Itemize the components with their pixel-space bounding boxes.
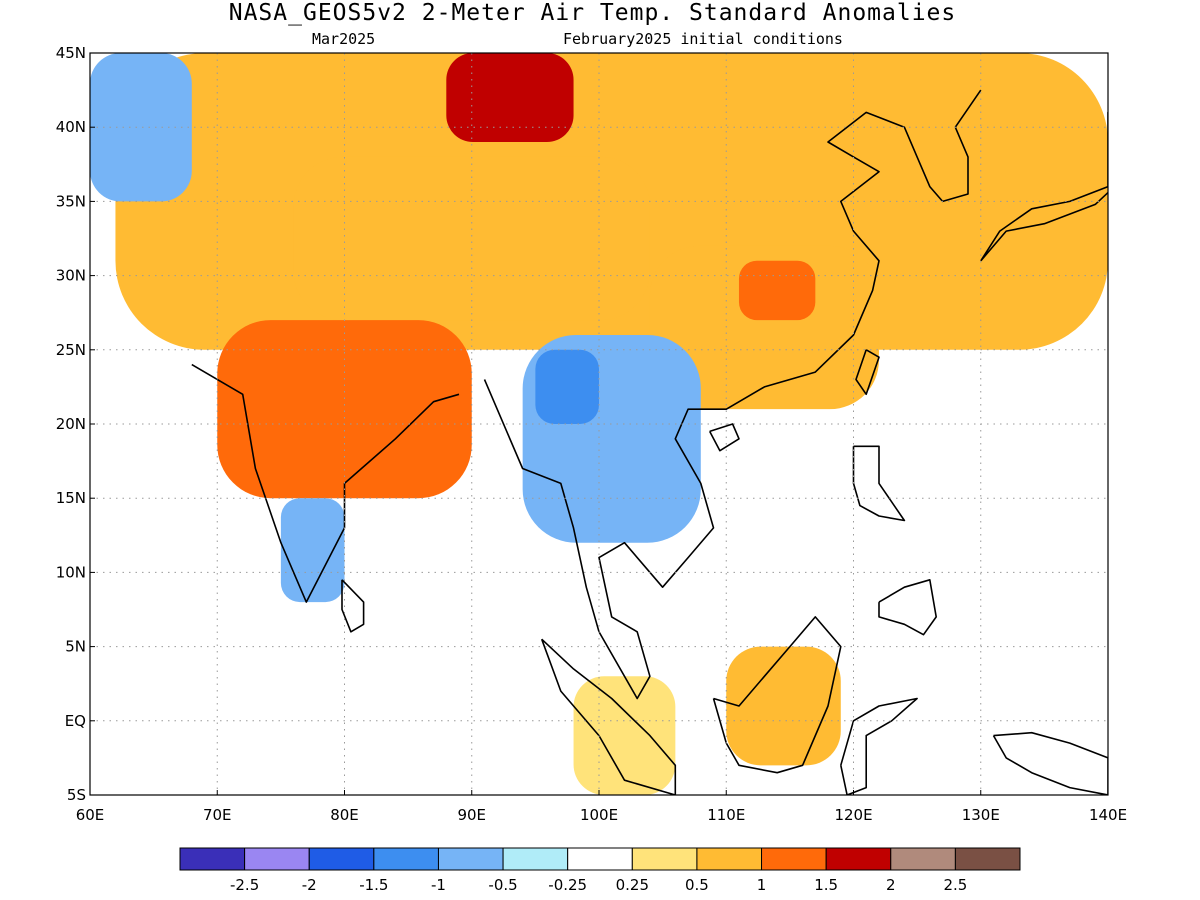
grid-lines (90, 53, 1108, 795)
colorbar-label: -2 (302, 876, 317, 894)
lat-label: 5N (65, 638, 86, 656)
india-warm (217, 320, 472, 499)
colorbar-swatch (567, 847, 633, 871)
anomaly-field (90, 53, 1108, 795)
colorbar-swatch (244, 847, 310, 871)
lat-label: EQ (65, 712, 86, 730)
sulawesi (840, 697, 918, 795)
sumatra (540, 638, 677, 795)
myanmar-cold-core (535, 349, 599, 424)
colorbar-label: 2.5 (943, 876, 967, 894)
lon-label: 140E (1089, 806, 1127, 824)
mongolia-strong-warm (446, 53, 574, 143)
colorbar-label: 0.25 (616, 876, 649, 894)
lon-label: 110E (707, 806, 745, 824)
lon-label: 60E (76, 806, 105, 824)
hainan (708, 423, 740, 452)
central-asia-cold (90, 53, 192, 202)
lon-label: 80E (330, 806, 359, 824)
india-coast (191, 363, 460, 603)
colorbar-swatch (373, 847, 439, 871)
sri-lanka (341, 579, 365, 633)
south-india-cold (280, 498, 345, 603)
colorbar-swatch (502, 847, 569, 871)
central-china-warm-core (738, 260, 816, 321)
colorbar-label: 0.5 (685, 876, 709, 894)
coastlines (191, 89, 1108, 795)
sumatra-warm (573, 676, 676, 795)
forecast-month: Mar2025 (312, 30, 376, 48)
lat-label: 5S (67, 786, 86, 804)
lon-label: 90E (457, 806, 486, 824)
colorbar-swatch (308, 847, 375, 871)
lat-label: 30N (56, 267, 86, 285)
lat-label: 15N (56, 489, 86, 507)
mindanao (878, 579, 937, 636)
colorbar-swatch (696, 847, 763, 871)
lat-label: 45N (56, 44, 86, 62)
lat-label: 35N (56, 192, 86, 210)
japan (980, 111, 1108, 262)
colorbar-swatch (954, 847, 1021, 871)
colorbar-label: -0.5 (488, 876, 517, 894)
colorbar-swatch (631, 847, 698, 871)
taiwan (855, 349, 880, 396)
colorbar-swatch (437, 847, 504, 871)
colorbar (179, 847, 1021, 871)
lon-label: 120E (834, 806, 872, 824)
latitude-labels: 45N 40N 35N 30N 25N 20N 15N 10N 5N EQ 5S (56, 44, 95, 804)
colorbar-label: 1.5 (814, 876, 838, 894)
southeast-china-warm (649, 245, 879, 410)
colorbar-label: 2 (886, 876, 896, 894)
colorbar-label: -1 (431, 876, 446, 894)
borneo-warm (726, 646, 841, 766)
lon-label: 100E (580, 806, 618, 824)
lat-label: 20N (56, 415, 86, 433)
lat-label: 40N (56, 118, 86, 136)
colorbar-swatch (761, 847, 827, 871)
lon-label: 130E (962, 806, 1000, 824)
colorbar-label: -2.5 (230, 876, 259, 894)
longitude-labels: 60E 70E 80E 90E 100E 110E 120E 130E 140E (76, 790, 1127, 824)
colorbar-swatch (890, 847, 956, 871)
colorbar-label: 1 (757, 876, 767, 894)
colorbar-label: -1.5 (359, 876, 388, 894)
lat-label: 10N (56, 563, 86, 581)
initial-conditions: February2025 initial conditions (563, 30, 843, 48)
southeast-asia-coast (483, 89, 982, 700)
lat-label: 25N (56, 341, 86, 359)
lon-label: 70E (203, 806, 232, 824)
colorbar-swatch (179, 847, 246, 871)
map-title: NASA_GEOS5v2 2-Meter Air Temp. Standard … (228, 0, 957, 26)
tibet-warm (293, 156, 650, 321)
borneo (712, 616, 842, 774)
colorbar-labels: -2.5 -2 -1.5 -1 -0.5 -0.25 0.25 0.5 1 1.5 2 2.5 (230, 876, 967, 894)
colorbar-label: -0.25 (548, 876, 587, 894)
new-guinea (992, 731, 1108, 795)
colorbar-swatch (825, 847, 892, 871)
luzon (852, 445, 906, 522)
